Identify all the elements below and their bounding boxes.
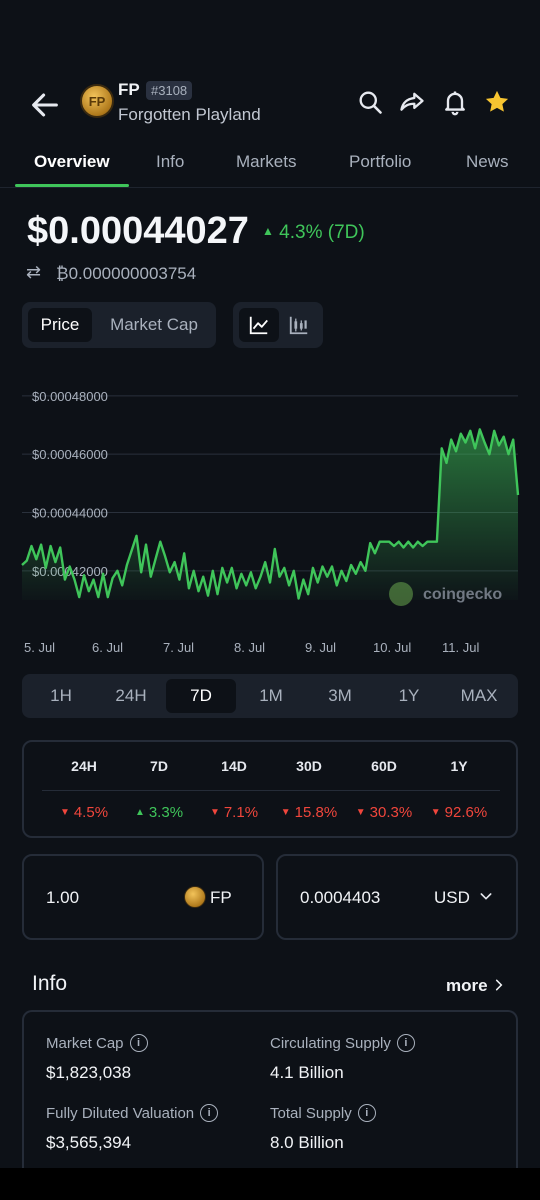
circulating-supply-label: Circulating Supply i: [270, 1034, 415, 1052]
share-icon[interactable]: [398, 88, 426, 116]
perf-value: ▼ 92.6%: [430, 804, 488, 821]
system-nav-bar: [0, 1168, 540, 1200]
range-3m[interactable]: 3M: [328, 686, 352, 705]
perf-value: ▼ 30.3%: [355, 804, 413, 821]
info-icon[interactable]: i: [129, 1034, 148, 1052]
price-usd: $0.00044027: [27, 210, 249, 252]
info-heading: Info: [32, 972, 68, 995]
caret-up-icon: ▲: [262, 224, 274, 238]
coin-logo-small: [184, 886, 206, 908]
toggle-market-cap[interactable]: Market Cap: [110, 315, 198, 334]
search-icon[interactable]: [356, 88, 384, 116]
tab-indicator: [15, 184, 129, 187]
caret-down-icon: ▼: [280, 807, 291, 818]
perf-value: ▼ 4.5%: [59, 804, 109, 821]
perf-value: ▼ 15.8%: [280, 804, 338, 821]
perf-value: ▲ 3.3%: [134, 804, 184, 821]
range-1h[interactable]: 1H: [50, 686, 72, 705]
chart-type-toggle: [233, 302, 323, 348]
range-1y[interactable]: 1Y: [398, 686, 420, 705]
tab-bar: Overview Info Markets Portfolio News: [0, 140, 540, 188]
market-cap-value: $1,823,038: [46, 1063, 132, 1082]
converter-coin-field[interactable]: 1.00 FP: [22, 854, 264, 940]
x-tick-label: 8. Jul: [234, 640, 265, 655]
x-tick-label: 5. Jul: [24, 640, 55, 655]
candlestick-icon: [289, 316, 308, 335]
total-supply-value: 8.0 Billion: [270, 1133, 344, 1152]
info-card: Market Cap i $1,823,038 Circulating Suppl…: [22, 1010, 518, 1180]
x-tick-label: 6. Jul: [92, 640, 123, 655]
y-tick-label: $0.00046000: [32, 447, 108, 462]
total-supply-label: Total Supply i: [270, 1104, 376, 1122]
caret-down-icon: ▼: [430, 807, 441, 818]
line-chart-icon: [249, 316, 268, 335]
range-7d[interactable]: 7D: [166, 679, 236, 713]
toggle-price[interactable]: Price: [28, 308, 92, 342]
swap-icon[interactable]: ⇄: [26, 262, 42, 282]
tab-portfolio[interactable]: Portfolio: [349, 152, 412, 171]
converter-amount[interactable]: 1.00: [46, 888, 80, 907]
range-24h[interactable]: 24H: [115, 686, 147, 705]
divider: [42, 790, 500, 791]
perf-header-14d: 14D: [221, 758, 247, 774]
tab-overview[interactable]: Overview: [34, 152, 110, 171]
more-link[interactable]: more: [446, 976, 506, 996]
price-mcap-toggle: Price Market Cap: [22, 302, 216, 348]
perf-header-7d: 7D: [150, 758, 168, 774]
coingecko-logo-icon: [389, 582, 413, 606]
price-area: [22, 429, 518, 600]
price-btc: ₿0.000000003754: [56, 264, 197, 283]
price-change: ▲ 4.3% (7D): [262, 222, 365, 243]
range-max[interactable]: MAX: [460, 686, 498, 705]
range-1m[interactable]: 1M: [259, 686, 283, 705]
x-tick-label: 11. Jul: [442, 640, 479, 655]
converter-currency-field[interactable]: 0.0004403 USD: [276, 854, 518, 940]
chevron-down-icon[interactable]: [478, 888, 494, 904]
caret-down-icon: ▼: [355, 807, 366, 818]
converter-coin: FP: [210, 888, 232, 907]
bell-icon[interactable]: [441, 88, 469, 116]
chart-watermark: coingecko: [423, 586, 502, 603]
y-tick-label: $0.00048000: [32, 389, 108, 404]
perf-value: ▼ 7.1%: [209, 804, 259, 821]
price-line: [21, 428, 520, 600]
circulating-supply-value: 4.1 Billion: [270, 1063, 344, 1082]
y-tick-label: $0.00044000: [32, 506, 108, 521]
info-icon[interactable]: i: [396, 1034, 415, 1052]
perf-header-24h: 24H: [71, 758, 97, 774]
rank-badge: #3108: [146, 81, 193, 100]
back-arrow-icon[interactable]: [28, 88, 62, 122]
line-chart-button[interactable]: [239, 308, 279, 342]
app-header: FP FP #3108 Forgotten Playland: [0, 76, 540, 136]
x-tick-label: 10. Jul: [373, 640, 411, 655]
perf-header-60d: 60D: [371, 758, 397, 774]
info-icon[interactable]: i: [200, 1104, 219, 1122]
candle-chart-button[interactable]: [279, 308, 319, 342]
performance-table: 24H 7D 14D 30D 60D 1Y ▼ 4.5% ▲ 3.3% ▼ 7.1% ▼ 15.8% ▼ 30…: [22, 740, 518, 838]
chevron-right-icon: [496, 979, 503, 991]
time-range-selector: 1H 24H 7D 1M 3M 1Y MAX: [22, 674, 518, 718]
coin-name: Forgotten Playland: [118, 105, 261, 124]
coin-symbol: FP: [118, 80, 140, 99]
x-tick-label: 7. Jul: [163, 640, 194, 655]
caret-down-icon: ▼: [59, 807, 70, 818]
tab-info[interactable]: Info: [156, 152, 185, 171]
tab-markets[interactable]: Markets: [236, 152, 297, 171]
currency-select[interactable]: USD: [434, 888, 470, 907]
converter-result[interactable]: 0.0004403: [300, 888, 381, 907]
info-icon[interactable]: i: [357, 1104, 376, 1122]
fdv-value: $3,565,394: [46, 1133, 132, 1152]
caret-down-icon: ▼: [209, 807, 220, 818]
tab-news[interactable]: News: [466, 152, 509, 171]
perf-header-30d: 30D: [296, 758, 322, 774]
market-cap-label: Market Cap i: [46, 1034, 148, 1052]
price-chart[interactable]: $0.00048000$0.00046000$0.00044000$0.0004…: [0, 380, 540, 660]
coin-logo: FP: [80, 84, 114, 118]
perf-header-1y: 1Y: [450, 758, 468, 774]
x-tick-label: 9. Jul: [305, 640, 336, 655]
caret-up-icon: ▲: [134, 807, 145, 818]
star-icon[interactable]: [483, 88, 511, 116]
fdv-label: Fully Diluted Valuation i: [46, 1104, 219, 1122]
